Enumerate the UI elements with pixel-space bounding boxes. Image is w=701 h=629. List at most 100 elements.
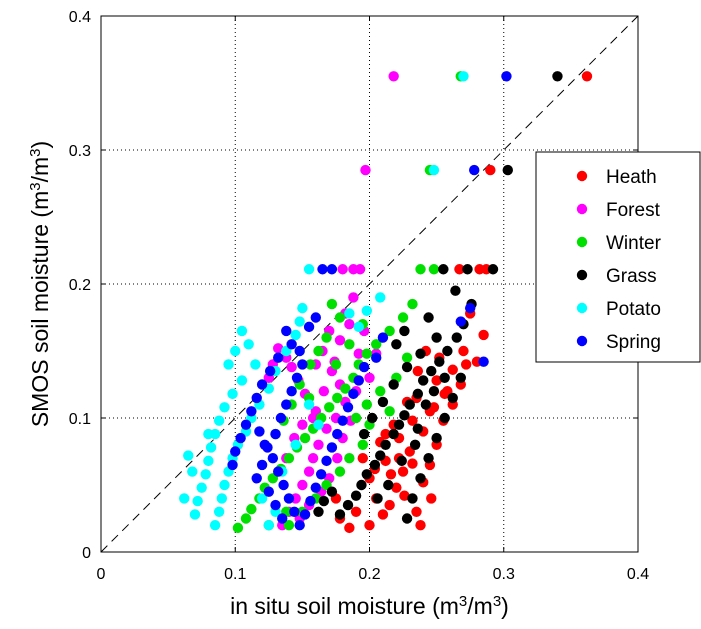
data-point [478,329,489,341]
data-point [290,439,301,450]
data-point [358,361,370,373]
data-point [267,453,279,464]
legend-marker [576,335,588,347]
reference-line [100,15,639,553]
data-point [375,292,386,303]
data-point [384,499,395,511]
data-point [377,396,389,408]
data-point [326,486,338,497]
data-point [358,428,370,440]
data-point [291,372,303,383]
data-point [324,402,335,413]
data-point [428,164,440,176]
x-axis-label: in situ soil moisture (m3/m3) [230,593,509,620]
data-point [361,469,373,480]
data-point [305,495,316,507]
data-point [273,466,284,477]
x-tick-label: 0 [97,566,106,583]
data-point [451,332,462,343]
x-tick-label: 0.1 [224,566,246,583]
data-point [310,482,321,493]
data-point [321,423,332,434]
data-point [219,479,230,491]
data-point [428,402,440,413]
data-point [344,339,355,350]
data-point [313,506,324,517]
data-point [179,493,190,504]
data-point [286,386,297,397]
data-point [240,513,252,524]
data-point [205,442,217,453]
data-point [447,392,458,404]
data-point [350,412,362,424]
legend-marker [576,170,588,182]
data-point [294,520,305,531]
one-to-one-line [100,15,639,553]
data-point [420,399,432,410]
legend-label: Grass [606,266,657,287]
data-point [313,345,324,357]
data-point [388,428,399,440]
data-point [307,453,319,464]
legend-label: Potato [606,299,661,320]
data-point [407,493,418,504]
data-point [460,359,472,370]
data-point [326,442,338,453]
data-point [364,520,375,531]
data-point [299,432,311,444]
data-point [305,359,316,370]
data-point [236,375,248,386]
y-axis-label: SMOS soil moisture (m3/m3) [27,141,54,427]
legend-label: Spring [606,332,661,353]
data-point [256,493,268,504]
data-point [290,329,301,341]
data-point [439,412,450,424]
data-point [342,499,354,511]
data-point [397,466,409,477]
data-point [321,455,332,467]
data-point [297,479,308,491]
data-point [227,459,238,471]
legend-label: Winter [606,233,662,254]
data-point [283,520,295,531]
data-point [213,506,225,517]
data-point [243,339,254,350]
data-point [318,386,330,397]
data-point [344,319,355,330]
data-point [200,469,211,480]
data-point [340,383,351,394]
data-point [442,345,453,357]
data-point [447,364,458,375]
data-point [353,321,364,333]
data-point [371,352,382,363]
data-point [399,410,410,421]
data-point [213,415,225,426]
data-point [334,509,346,520]
data-point [434,356,445,367]
data-point [384,406,395,417]
legend-label: Forest [606,200,661,221]
data-point [404,399,415,410]
data-point [262,442,273,453]
data-point [283,453,295,464]
data-point [246,406,257,417]
data-point [396,455,407,467]
data-point [391,482,402,493]
data-point [256,379,268,390]
data-point [357,439,368,450]
data-point [209,520,221,531]
data-point [286,339,297,350]
data-point [423,453,434,464]
data-point [240,419,252,430]
data-point [354,264,366,275]
data-point [273,343,284,354]
data-point [278,479,289,491]
data-point [337,415,348,426]
data-point [251,392,262,404]
data-point [407,458,418,469]
data-point [353,375,364,386]
data-point [383,479,394,491]
data-point [375,386,386,397]
x-tick-label: 0.4 [627,566,649,583]
data-point [478,356,489,367]
